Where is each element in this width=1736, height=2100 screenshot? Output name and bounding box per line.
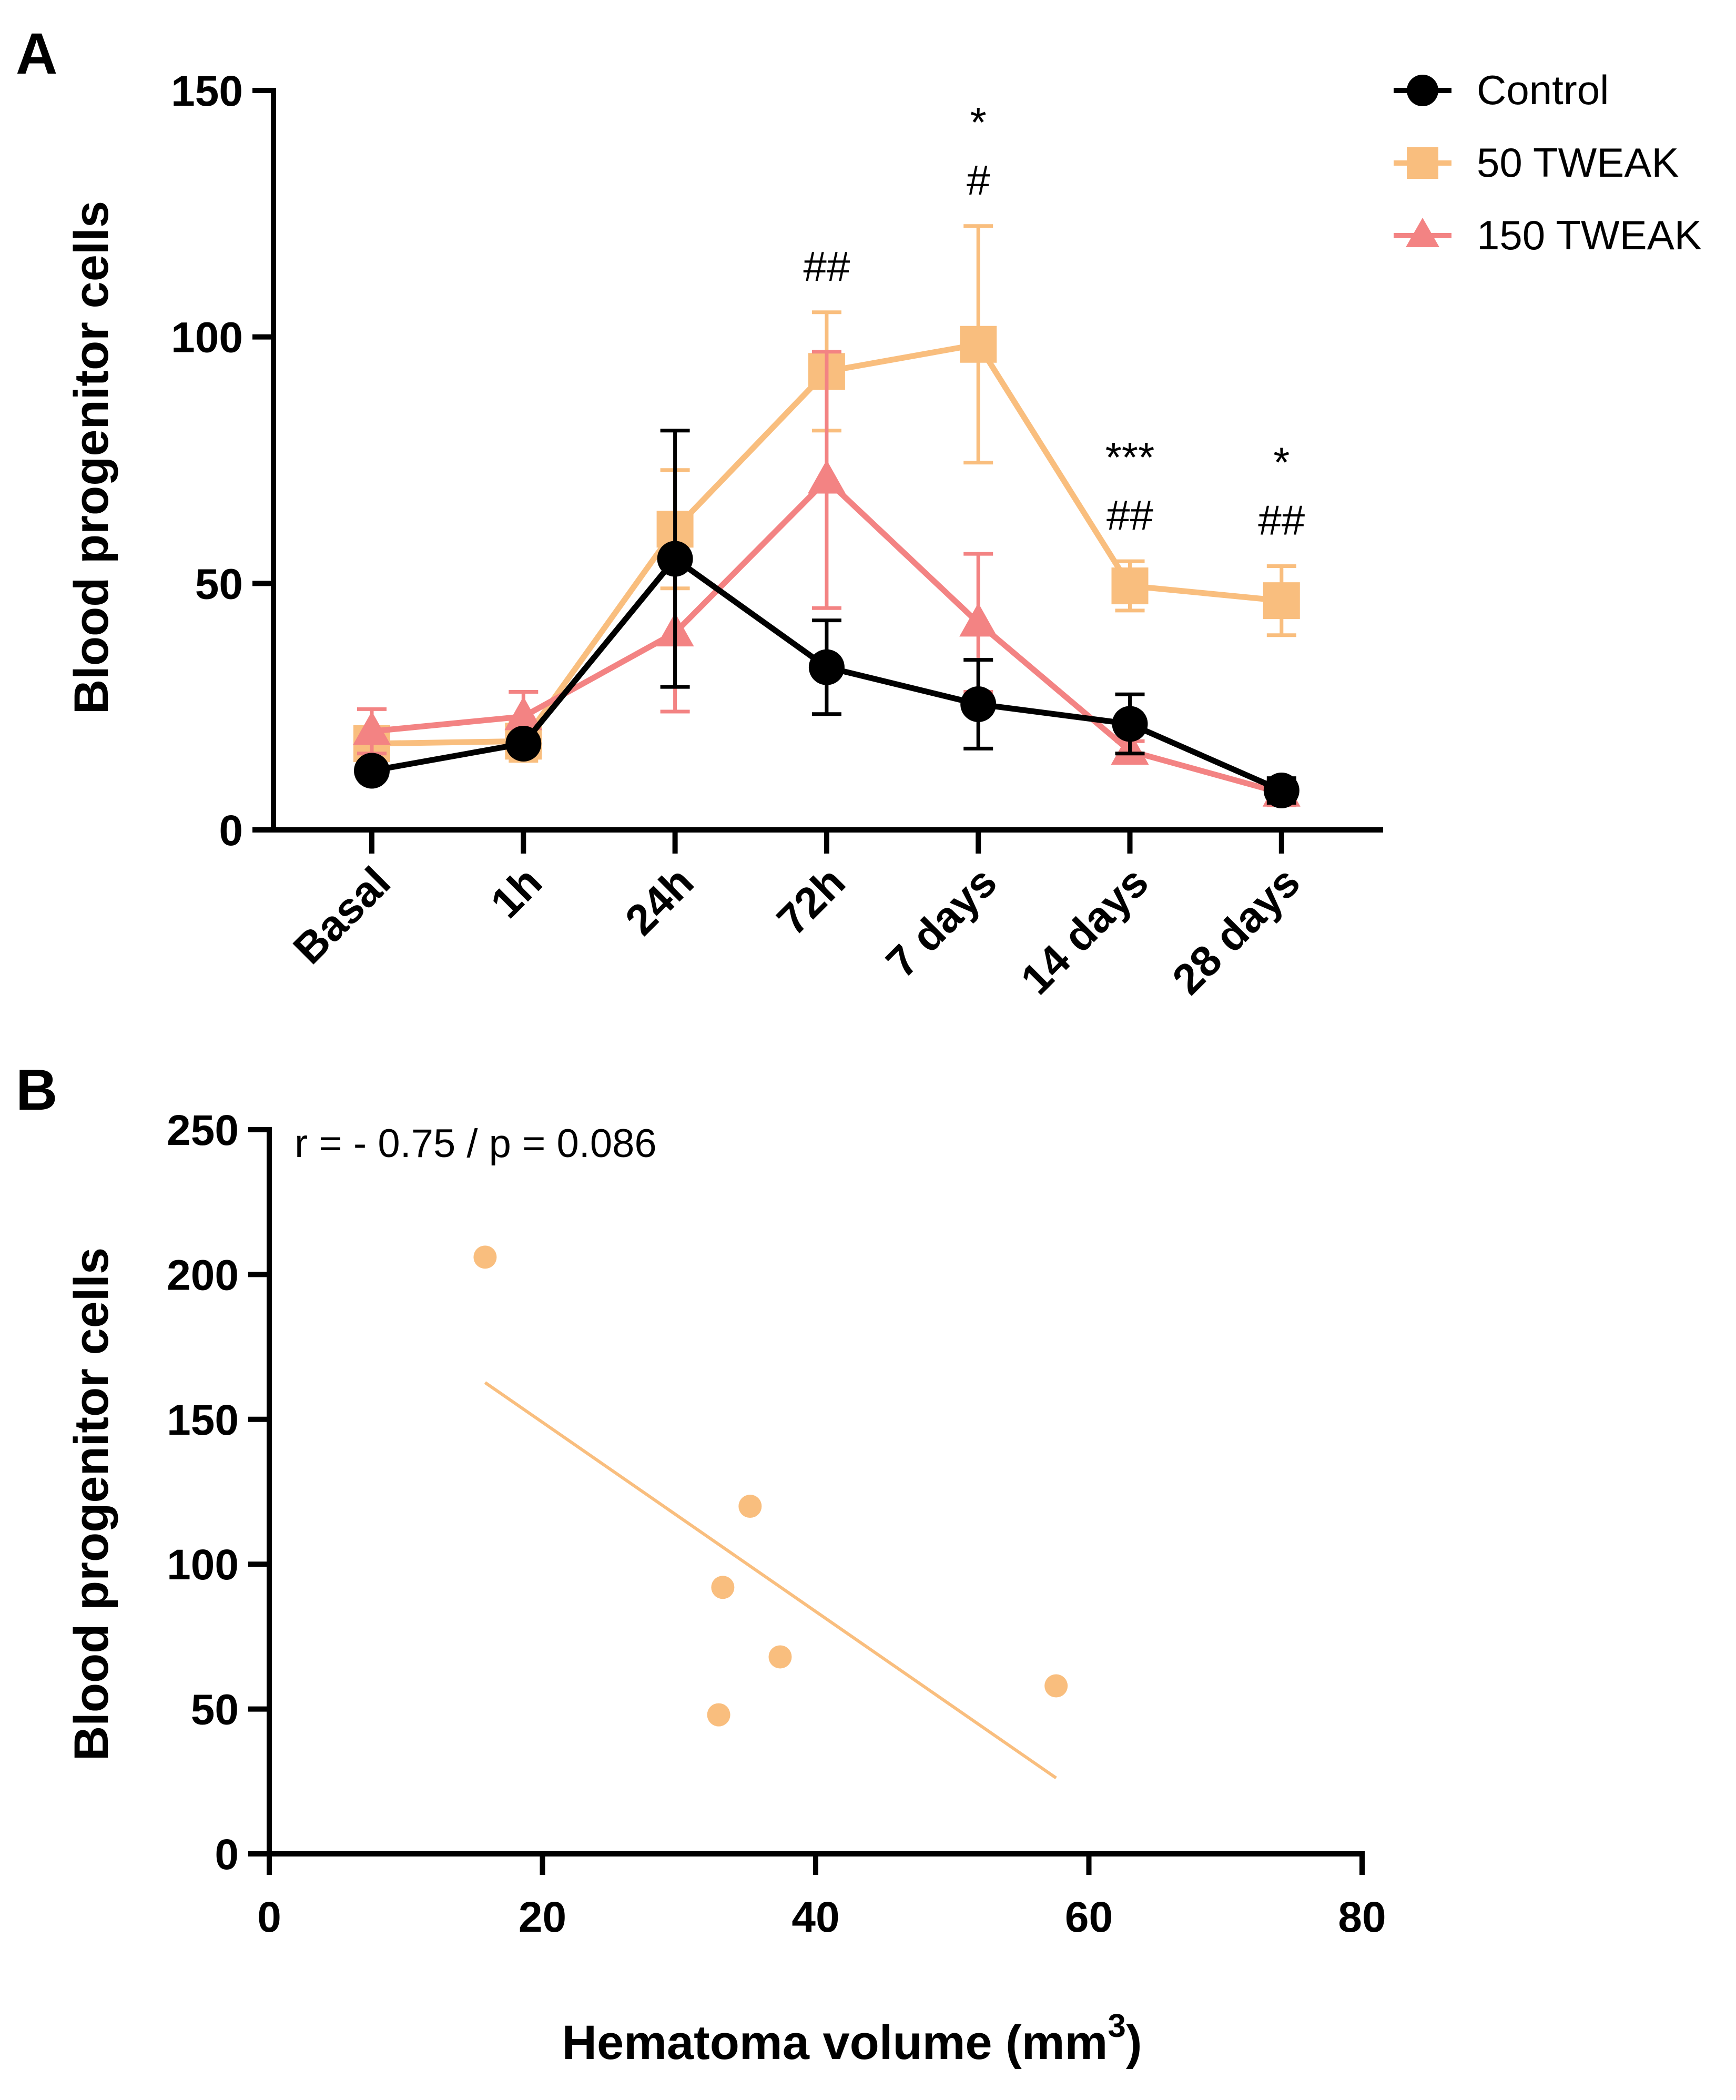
panel-a-y-tick-label: 0 [219,807,243,855]
panel-a-x-tick-label: 72h [768,858,854,944]
data-point [1111,567,1149,605]
significance-mark: ## [1258,497,1305,544]
panel-b-x-axis-label: Hematoma volume (mm3) [562,2008,1142,2069]
data-point [960,326,997,363]
legend-item-150-tweak: 150 TWEAK [1394,212,1702,258]
legend-control-marker [1407,75,1438,106]
panel-b-correlation-text: r = - 0.75 / p = 0.086 [295,1121,657,1166]
data-point [807,460,846,494]
panel-b-y-tick-label: 100 [167,1541,239,1589]
panel-b-y-tick-label: 0 [215,1831,239,1879]
data-point [959,603,998,637]
panel-a-x-tick-label: 1h [482,858,551,927]
panel-b-letter: B [16,1058,57,1122]
significance-mark: *** [1105,434,1154,481]
legend-item-50-tweak: 50 TWEAK [1394,139,1679,186]
data-point [657,541,693,577]
panel-b-y-tick-label: 50 [191,1686,239,1734]
data-point [1112,706,1148,742]
significance-mark: * [970,99,987,146]
legend-item-control: Control [1394,67,1609,113]
panel-b-x-axis-label-end: ) [1126,2016,1142,2069]
series-control [354,429,1300,809]
data-point [353,711,391,745]
scatter-point [707,1703,730,1727]
panel-a-letter: A [16,22,57,86]
panel-b-x-tick-label: 40 [791,1893,839,1941]
panel-a-y-tick-label: 100 [171,314,243,362]
significance-mark: ## [1106,492,1153,539]
scatter-point [1044,1674,1068,1698]
panel-b-points [473,1245,1068,1780]
data-point [1263,773,1300,809]
scatter-point [738,1495,762,1518]
significance-mark: # [967,157,990,204]
panel-a-series [353,224,1301,809]
panel-b-x-tick-label: 20 [519,1893,566,1941]
scatter-point [768,1645,792,1669]
panel-a-annotations: ## * # *** ## * ## [803,99,1305,544]
panel-a-x-tick-label: 28 days [1163,858,1309,1003]
panel-a-y-tick-label: 150 [171,67,243,115]
significance-mark: ## [803,243,850,290]
data-point [504,696,543,731]
scatter-point [711,1576,735,1599]
data-point [1263,582,1300,620]
panel-a-axes: 0 50 100 150 Basal 1h 24h 72h 7 days 14 days 28 da… [171,67,1383,1004]
data-point [808,649,845,685]
panel-a-legend: Control 50 TWEAK 150 TWEAK [1394,67,1702,258]
legend-50-tweak-label: 50 TWEAK [1477,139,1679,186]
panel-b-x-tick-label: 0 [257,1893,281,1941]
panel-b-y-tick-label: 250 [167,1107,239,1154]
significance-mark: * [1273,439,1290,486]
regression-line [484,1381,1057,1780]
scatter-point [473,1245,497,1269]
panel-a-line-chart: A Blood progenitor cells 0 50 100 150 Basal 1… [16,22,1702,1004]
panel-a-y-tick-label: 50 [195,560,243,608]
panel-b-scatter-chart: B Blood progenitor cells 050100150200250… [16,1058,1386,2069]
panel-b-y-tick-label: 200 [167,1251,239,1299]
legend-50-tweak-marker [1407,147,1438,179]
panel-b-y-axis-label: Blood progenitor cells [65,1247,118,1761]
panel-a-x-tick-label: 24h [616,858,703,944]
panel-b-axes: 0 50 100 150 200 250 0 20 40 60 80 [167,1107,1386,1941]
panel-b-y-tick-label: 150 [167,1396,239,1444]
data-point [960,686,997,722]
panel-b-x-tick-label: 80 [1338,1893,1386,1941]
legend-150-tweak-label: 150 TWEAK [1477,212,1702,258]
legend-150-tweak-marker [1406,218,1439,247]
panel-b-x-tick-label: 60 [1065,1893,1113,1941]
panel-a-x-tick-label: Basal [285,858,400,973]
panel-b-x-axis-label-main: Hematoma volume (mm [562,2016,1108,2069]
data-point [505,725,542,762]
panel-b-x-axis-label-superscript: 3 [1108,2008,1125,2044]
legend-control-label: Control [1477,67,1609,113]
data-point [354,753,390,789]
panel-a-x-tick-label: 7 days [877,858,1006,987]
panel-a-x-tick-label: 14 days [1012,858,1158,1003]
panel-a-y-axis-label: Blood progenitor cells [65,201,118,714]
